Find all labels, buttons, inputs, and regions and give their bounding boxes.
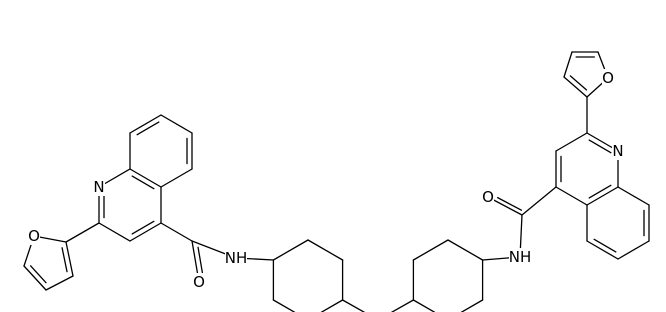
atom-label: O [482, 188, 494, 206]
atom-label: NH [225, 249, 248, 267]
double-bond-line [496, 196, 523, 211]
bond [586, 240, 619, 260]
bond [563, 51, 573, 78]
bond [23, 265, 47, 291]
bond [460, 299, 484, 312]
double-bond-line [136, 121, 160, 136]
bond [341, 299, 366, 312]
atom-labels: O N NH O NH O N O [28, 69, 624, 291]
label-background [225, 249, 247, 267]
atom-label: O [602, 69, 614, 87]
bond [412, 299, 436, 312]
atom-label: N [612, 142, 623, 160]
label-background [612, 142, 624, 160]
bond [320, 299, 344, 312]
bond [65, 241, 74, 277]
bonds [23, 51, 650, 312]
label-background [602, 69, 614, 87]
bond [65, 222, 100, 243]
bond [129, 114, 162, 134]
double-bond-line [131, 175, 155, 190]
label-background [482, 188, 494, 206]
bond [555, 186, 588, 206]
atom-label: O [193, 273, 205, 291]
bond [45, 275, 74, 291]
double-bond-line [588, 184, 612, 199]
double-bond-line [569, 75, 588, 91]
bond [160, 222, 193, 242]
label-background [509, 248, 531, 266]
bond [98, 222, 131, 242]
bond [160, 114, 193, 134]
label-background [93, 178, 105, 196]
double-bond-line [131, 220, 155, 235]
bond [617, 240, 650, 260]
double-bond-line [197, 246, 204, 277]
bond [586, 186, 619, 206]
bond [617, 186, 650, 206]
bond [447, 239, 484, 261]
bond [272, 239, 309, 261]
bond [160, 168, 193, 188]
atom-label: O [28, 227, 40, 245]
double-bond-line [29, 265, 47, 284]
double-bond-line [61, 247, 68, 273]
atom-label: NH [509, 248, 532, 266]
bond [555, 132, 588, 152]
bond [412, 239, 449, 261]
bond [129, 168, 162, 188]
label-background [28, 227, 40, 245]
bond [129, 222, 162, 242]
bond [390, 299, 415, 312]
bond [272, 299, 296, 312]
bond [307, 239, 344, 261]
double-bond-line [588, 139, 612, 154]
atom-label: N [93, 178, 104, 196]
bond [563, 76, 588, 98]
label-background [193, 273, 205, 291]
double-bond-line [593, 238, 617, 253]
bond [521, 186, 557, 216]
